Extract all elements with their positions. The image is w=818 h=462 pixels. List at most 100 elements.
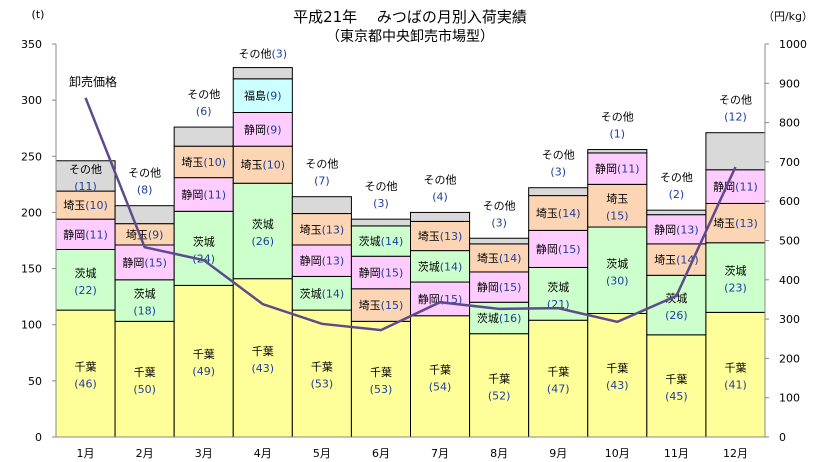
segment-label: 千葉 (49)	[192, 347, 215, 378]
segment-name: 静岡	[122, 255, 144, 269]
y2-tick-label: 1000	[779, 38, 807, 51]
segment-name: 千葉	[75, 360, 97, 374]
segment-name: 静岡	[63, 227, 85, 241]
y2-tick-label: 700	[779, 156, 800, 169]
bar-segment	[350, 218, 411, 227]
y2-tick-label: 900	[779, 77, 800, 90]
segment-label: その他(3)	[238, 48, 287, 61]
bar-segment	[232, 182, 293, 280]
segment-name: 千葉	[311, 360, 333, 374]
bar-segment	[232, 78, 293, 113]
bar-segment	[55, 309, 116, 438]
segment-name: その他	[305, 158, 338, 171]
segment-label: その他 (4)	[424, 173, 457, 203]
segment-label: その他(3)	[364, 180, 397, 210]
segment-share: (50)	[133, 383, 156, 396]
price-line	[84, 97, 737, 332]
segment-share: (1)	[609, 128, 625, 141]
segment-name: 静岡	[244, 122, 266, 136]
segment-label: 静岡(11)	[181, 187, 226, 201]
segment-label: その他 (11)	[69, 163, 102, 193]
segment-label: 千葉 (43)	[251, 344, 274, 375]
segment-name: 茨城	[724, 264, 746, 278]
segment-label: 埼玉(13)	[713, 216, 758, 230]
bar-segment	[646, 243, 707, 276]
y2-tick-label: 800	[779, 117, 800, 130]
x-tick-label: 3月	[195, 447, 213, 460]
y-axis-unit: (t)	[32, 8, 45, 21]
bar-2月: 千葉 (50) 茨城 (18) 静岡(15) 埼玉(9) その他 (8)	[114, 167, 175, 438]
y-tick-label: 200	[21, 206, 42, 219]
segment-label: 埼玉(15)	[359, 298, 404, 312]
segment-name: 茨城	[606, 256, 628, 270]
segment-share: (3)	[271, 48, 287, 61]
segment-label: 静岡(13)	[300, 254, 345, 268]
segment-name: 埼玉	[181, 155, 203, 169]
bar-segment	[646, 209, 707, 216]
segment-share: (9)	[266, 123, 282, 136]
bar-segment	[173, 126, 234, 147]
segment-name: 静岡	[536, 242, 558, 256]
segment-name: 茨城	[665, 291, 687, 305]
segment-share: (13)	[322, 223, 345, 236]
bar-segment	[469, 333, 530, 438]
segment-name: 静岡	[477, 280, 499, 294]
segment-label: 静岡(11)	[63, 227, 108, 241]
segment-label: 千葉 (53)	[370, 365, 393, 396]
segment-name: 埼玉	[713, 216, 735, 230]
bar-segment	[114, 205, 175, 225]
segment-share: (10)	[203, 156, 226, 169]
segment-share: (41)	[724, 379, 747, 392]
segment-share: (15)	[381, 299, 404, 312]
y-tick-label: 250	[21, 150, 42, 163]
segment-share: (7)	[314, 175, 330, 188]
segment-share: (13)	[735, 217, 758, 230]
segment-label: その他 (12)	[719, 94, 752, 124]
segment-label: 茨城(14)	[418, 259, 463, 273]
bar-segment	[528, 187, 589, 197]
segment-share: (26)	[251, 235, 274, 248]
segment-name: 静岡	[181, 187, 203, 201]
segment-share: (45)	[665, 390, 688, 403]
bar-segment	[114, 279, 175, 322]
segment-label: 埼玉(14)	[536, 206, 581, 220]
segment-share: (9)	[148, 228, 164, 241]
segment-name: 茨城	[75, 266, 97, 280]
segment-label: 埼玉(13)	[418, 229, 463, 243]
bar-segment	[528, 319, 589, 438]
line-label: 卸売価格	[69, 74, 117, 89]
segment-label: 茨城 (24)	[192, 234, 215, 265]
y-tick-label: 100	[21, 319, 42, 332]
bar-3月: 千葉 (49) 茨城 (24) 静岡(11) 埼玉(10) その他 (6)	[173, 88, 234, 438]
bar-8月: 千葉 (52) 茨城(16) 静岡(15) 埼玉(14) その他 (3)	[469, 199, 530, 438]
chart-title: 平成21年 みつばの月別入荷実績	[293, 8, 527, 26]
segment-label: 千葉 (43)	[606, 361, 629, 392]
segment-name: 埼玉	[359, 298, 381, 312]
segment-share: (15)	[606, 210, 629, 223]
segment-label: 千葉 (50)	[133, 365, 156, 396]
segment-share: (52)	[488, 389, 511, 402]
segment-share: (14)	[440, 260, 463, 273]
y2-tick-label: 100	[779, 392, 800, 405]
bar-7月: 千葉(54)静岡(15)茨城(14)埼玉(13)その他(4)	[410, 173, 471, 438]
segment-share: (11)	[617, 163, 640, 176]
segment-share: (43)	[251, 362, 274, 375]
segment-name: 千葉	[547, 365, 569, 379]
y2-axis-unit: （円/kg）	[763, 10, 813, 23]
segment-label: 静岡(13)	[654, 222, 699, 236]
segment-share: (10)	[85, 199, 108, 212]
segment-label: 茨城 (18)	[133, 287, 156, 318]
segment-label: その他 (2)	[660, 171, 693, 201]
segment-share: (11)	[85, 228, 108, 241]
segment-label: その他 (1)	[601, 111, 634, 141]
segment-label: 埼玉(10)	[240, 158, 285, 172]
segment-name: 茨城	[547, 280, 569, 294]
segment-name: 茨城	[252, 217, 274, 231]
segment-label: 茨城 (22)	[74, 266, 97, 297]
segment-share: (24)	[192, 252, 215, 265]
segment-share: (3)	[550, 166, 566, 179]
bar-6月: 千葉(53)埼玉(15)静岡(15)茨城(14)その他(3)	[350, 180, 411, 438]
segment-name: その他	[364, 180, 397, 193]
bar-segment	[587, 152, 648, 185]
